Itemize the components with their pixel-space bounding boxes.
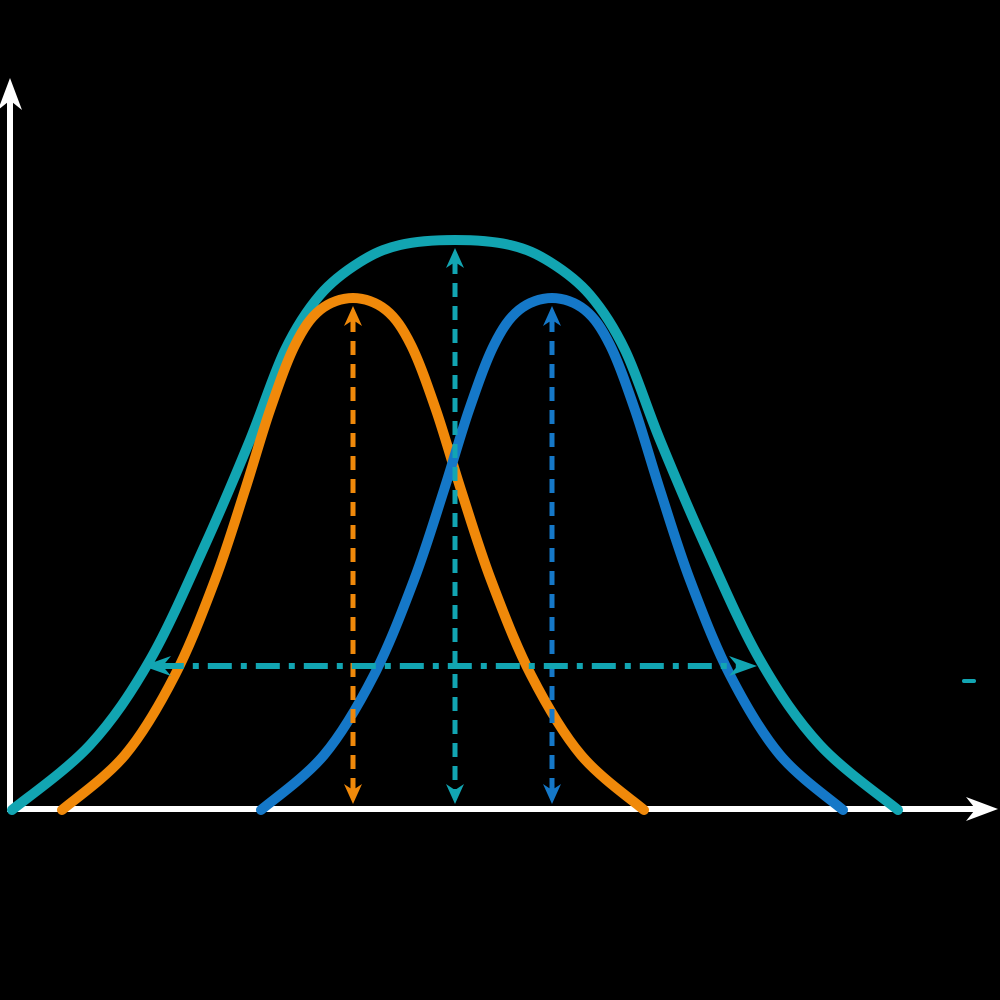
small-dash-mark (962, 679, 976, 683)
spread-width-arrow-right-arrowhead (729, 656, 757, 676)
x-axis-arrowhead (966, 797, 998, 821)
left-peak-height-arrow-top-arrowhead (344, 306, 362, 326)
y-axis-arrowhead (0, 78, 22, 110)
right-peak-height-arrow-top-arrowhead (543, 306, 561, 326)
left-narrow-distribution-curve (57, 293, 649, 815)
center-peak-height-arrow-bottom-arrowhead (446, 784, 464, 804)
spread-width-arrow-left-arrowhead (143, 656, 171, 676)
right-narrow-distribution-curve (256, 293, 848, 815)
center-peak-height-arrow-top-arrowhead (446, 248, 464, 268)
right-peak-height-arrow-bottom-arrowhead (543, 784, 561, 804)
left-peak-height-arrow-bottom-arrowhead (344, 784, 362, 804)
wide-combined-distribution-curve (7, 235, 903, 815)
